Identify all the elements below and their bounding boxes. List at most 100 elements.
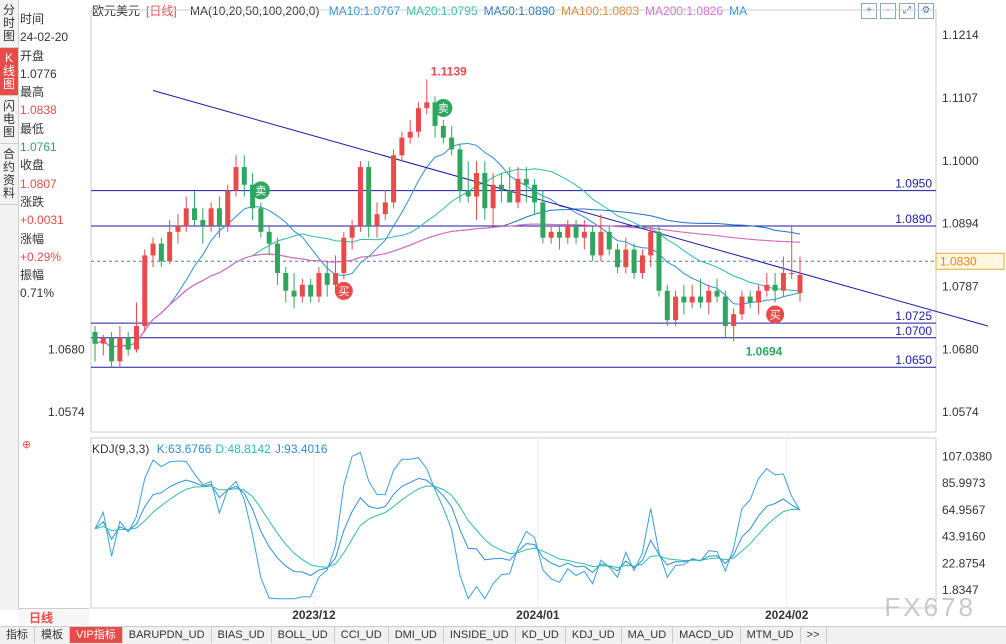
- candle-body: [175, 225, 181, 232]
- candle-body: [673, 296, 679, 321]
- candle-body: [92, 331, 98, 344]
- y-tick-label: 1.1107: [942, 91, 978, 105]
- candle-body: [590, 231, 596, 256]
- candle-body: [324, 273, 330, 285]
- y-tick-label: 1.1000: [942, 154, 979, 168]
- candle-body: [391, 155, 397, 203]
- info-label: 最低: [20, 121, 45, 136]
- indicator-tab[interactable]: MACD_UD: [673, 627, 741, 643]
- hline-label: 1.0950: [895, 177, 932, 191]
- kdj-params: KDJ(9,3,3): [92, 442, 150, 456]
- candle-body: [399, 137, 405, 156]
- indicator-tab[interactable]: KDJ_UD: [566, 627, 622, 643]
- candle-body: [739, 296, 745, 315]
- period-selector[interactable]: 日线: [19, 608, 89, 625]
- candle-body: [747, 296, 753, 303]
- ma100-line: [94, 223, 801, 349]
- candle-body: [565, 225, 571, 238]
- indicator-tab[interactable]: BARUPDN_UD: [123, 627, 212, 643]
- candle-body: [357, 167, 363, 226]
- indicator-tab-bar: 指标 模板 VIP指标 BARUPDN_UD BIAS_UD BOLL_UD CCI_UD D…: [0, 626, 1006, 644]
- indicator-tab[interactable]: 模板: [35, 627, 70, 643]
- indicator-tab[interactable]: KD_UD: [516, 627, 566, 643]
- candle-body: [192, 208, 198, 221]
- kdj-legend-item: K:63.6766: [156, 442, 212, 456]
- y-tick-label: 1.0787: [942, 280, 979, 294]
- info-label: 涨幅: [20, 231, 45, 246]
- candle-body: [573, 225, 579, 238]
- ma-legend-item: MA50:1.0890: [483, 4, 555, 18]
- candle-body: [474, 172, 480, 197]
- watermark: FX678: [884, 592, 976, 622]
- candle-body: [216, 208, 222, 226]
- candle-body: [133, 326, 139, 350]
- candle-body: [449, 137, 455, 150]
- candle-body: [689, 296, 695, 303]
- current-price-label: 1.0830: [940, 254, 977, 268]
- info-label: 最高: [20, 85, 45, 100]
- candle-body: [125, 337, 131, 350]
- candle-body: [656, 231, 662, 291]
- signal-label: 卖: [438, 102, 449, 115]
- candle-body: [109, 337, 115, 362]
- price-chart[interactable]: 1.1214 1.1107 1.1000 1.0894 1.0787 1.0680 1.05…: [0, 0, 1006, 626]
- candle-body: [615, 249, 621, 268]
- indicator-tab[interactable]: BIAS_UD: [212, 627, 272, 643]
- hline-label: 1.0725: [895, 309, 932, 323]
- ma-legend-item: MA10:1.0767: [328, 4, 401, 18]
- candle-body: [706, 290, 712, 303]
- indicator-tab[interactable]: VIP指标: [70, 627, 123, 643]
- indicator-tab[interactable]: MA_UD: [622, 627, 674, 643]
- signal-marker: [434, 98, 453, 117]
- candle-body: [407, 131, 413, 138]
- x-tick-label: 2023/12: [292, 608, 336, 622]
- tab-contract-info[interactable]: 合约资料: [0, 144, 18, 205]
- indicator-tab[interactable]: 指标: [0, 627, 35, 643]
- indicator-tab[interactable]: BOLL_UD: [272, 627, 335, 643]
- ma-legend-item: MA200:1.0826: [645, 4, 724, 18]
- kdj-y-tick: 43.9160: [942, 530, 986, 544]
- ma-legend: 欧元美元 [日线] MA(10,20,50,100,200,0) MA10:1.0…: [92, 2, 759, 19]
- hline-label: 1.0650: [895, 353, 932, 367]
- low-annotation: 1.0694: [746, 344, 783, 358]
- trend-line: [152, 90, 989, 327]
- candle-body: [507, 190, 513, 203]
- hline-label: 1.0700: [895, 324, 932, 338]
- candle-body: [250, 184, 256, 209]
- y-tick-label: 1.0894: [942, 217, 979, 231]
- info-value: +0.0031: [20, 213, 64, 228]
- candle-body: [465, 190, 471, 197]
- candle-body: [598, 231, 604, 256]
- candle-body: [333, 273, 339, 285]
- candle-body: [515, 178, 521, 203]
- indicator-tab[interactable]: CCI_UD: [335, 627, 389, 643]
- ma-legend-item: MA20:1.0795: [406, 4, 478, 18]
- candle-body: [424, 102, 430, 109]
- info-label: 振幅: [20, 268, 45, 283]
- ma-legend-item: MA: [729, 4, 748, 18]
- indicator-tab[interactable]: MTM_UD: [741, 627, 801, 643]
- ma10-line: [94, 142, 801, 349]
- info-label: 涨跌: [20, 194, 45, 209]
- kdj-pane-frame: [90, 437, 937, 609]
- indicator-tab[interactable]: DMI_UD: [389, 627, 444, 643]
- x-tick-label: 2024/01: [516, 608, 560, 622]
- candle-body: [241, 167, 247, 185]
- candle-body: [100, 337, 106, 344]
- info-value: 24-02-20: [20, 30, 69, 45]
- candle-body: [158, 243, 164, 262]
- candle-body: [225, 190, 231, 226]
- ma200-line: [94, 223, 801, 349]
- candle-body: [167, 231, 173, 262]
- tab-kline[interactable]: K线图: [0, 48, 18, 96]
- tab-time-chart[interactable]: 分时图: [0, 0, 18, 48]
- candle-body: [532, 184, 538, 203]
- candle-body: [233, 167, 239, 191]
- ohlc-info-panel: 时间 24-02-20 开盘 1.0776 最高 1.0838 最低 1.0761 收盘 1.08…: [20, 10, 90, 303]
- kdj-y-tick: 85.9973: [942, 476, 986, 490]
- info-value: 1.0807: [20, 176, 57, 191]
- indicator-tab[interactable]: >>: [801, 627, 827, 643]
- kdj-crosshair-icon: ⊕: [22, 439, 31, 451]
- indicator-tab[interactable]: INSIDE_UD: [444, 627, 516, 643]
- tab-flash-chart[interactable]: 闪电图: [0, 96, 18, 144]
